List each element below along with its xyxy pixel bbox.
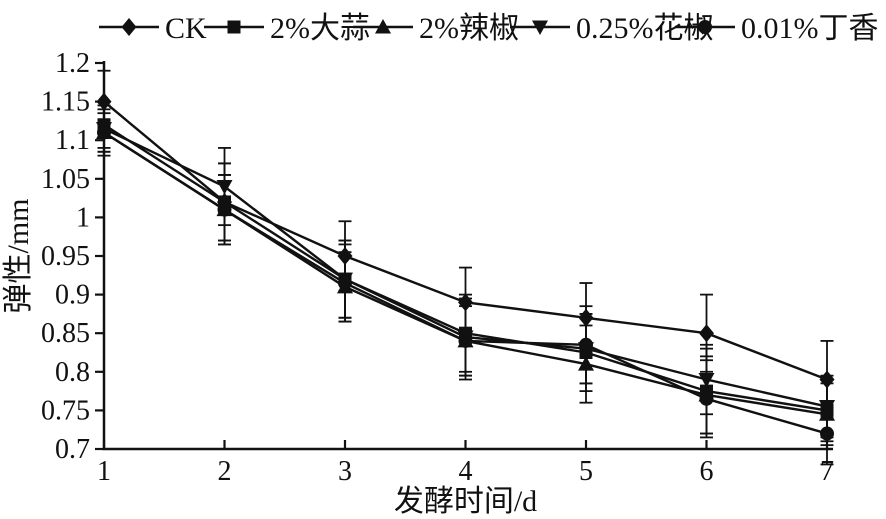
- y-tick-label: 0.95: [41, 241, 90, 272]
- legend-item: 2%辣椒: [353, 12, 519, 45]
- y-tick-label: 0.7: [55, 434, 90, 465]
- square-marker: [227, 20, 241, 34]
- diamond-marker: [699, 324, 714, 343]
- y-tick-label: 0.75: [41, 395, 90, 426]
- legend-label: 0.01%丁香: [741, 12, 879, 45]
- y-tick-label: 1.15: [41, 87, 90, 118]
- triangle-down-marker: [532, 20, 548, 35]
- circle-marker: [820, 426, 834, 441]
- x-tick-label: 3: [338, 456, 352, 487]
- legend-label: CK: [165, 12, 207, 45]
- legend-label: 0.25%花椒: [576, 12, 714, 45]
- y-tick-label: 0.85: [41, 318, 90, 349]
- circle-marker: [338, 276, 352, 291]
- x-tick-label: 1: [97, 456, 111, 487]
- diamond-marker: [819, 370, 835, 389]
- x-axis-title: 发酵时间/d: [394, 485, 537, 518]
- diamond-marker: [337, 247, 353, 265]
- y-tick-label: 1: [76, 202, 90, 233]
- circle-marker: [698, 20, 712, 34]
- circle-marker: [699, 391, 714, 406]
- x-tick-label: 5: [579, 456, 593, 487]
- triangle-down-marker: [698, 373, 715, 388]
- diamond-marker: [578, 308, 594, 327]
- diamond-marker: [121, 18, 137, 36]
- y-tick-label: 0.9: [55, 280, 90, 311]
- x-tick-label: 2: [218, 456, 232, 487]
- legend-item: CK: [99, 12, 207, 45]
- diamond-marker: [96, 92, 112, 111]
- legend-label: 2%辣椒: [419, 12, 519, 45]
- x-tick-label: 6: [700, 456, 714, 487]
- legend-label: 2%大蒜: [270, 12, 370, 45]
- triangle-up-marker: [578, 356, 594, 371]
- y-tick-label: 1.05: [41, 164, 90, 195]
- diamond-marker: [458, 293, 473, 312]
- y-axis-title: 弹性/mm: [2, 198, 35, 313]
- legend-item: 2%大蒜: [204, 12, 370, 45]
- circle-marker: [579, 337, 593, 352]
- y-tick-label: 1.1: [55, 125, 90, 156]
- y-tick-label: 0.8: [55, 357, 90, 388]
- legend-item: 0.01%丁香: [675, 12, 879, 45]
- axes: [102, 61, 833, 451]
- legend-item: 0.25%花椒: [510, 12, 714, 45]
- circle-marker: [458, 333, 473, 348]
- circle-marker: [97, 125, 111, 140]
- triangle-up-marker: [375, 19, 391, 34]
- x-tick-label: 4: [459, 456, 473, 487]
- triangle-down-marker: [216, 180, 233, 195]
- y-tick-label: 1.2: [55, 48, 90, 79]
- triangle-down-marker: [819, 400, 835, 415]
- circle-marker: [217, 202, 232, 217]
